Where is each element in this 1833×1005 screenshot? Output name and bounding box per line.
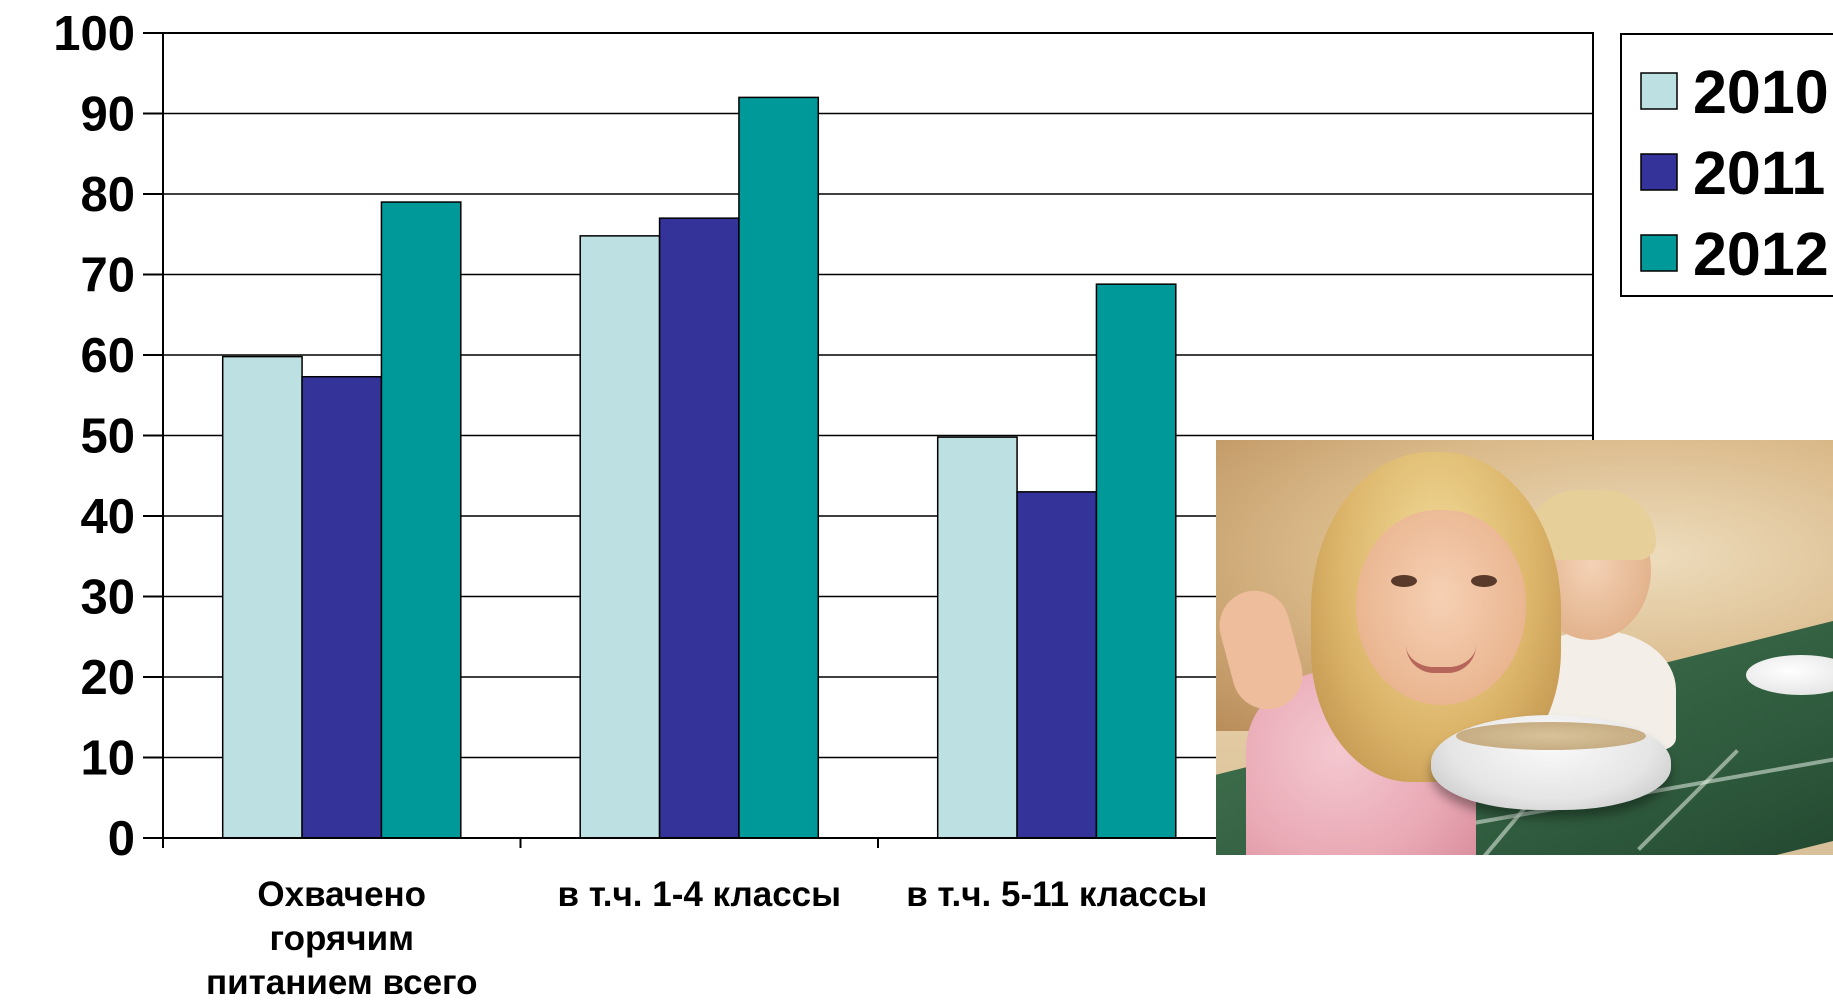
- category-label: в т.ч. 1-4 классы: [557, 875, 841, 914]
- category-label: горячим: [269, 919, 414, 958]
- category-label: Охвачено: [257, 875, 426, 914]
- bar-2011: [301, 375, 383, 839]
- category-label: питанием всего: [206, 963, 478, 1002]
- photo-bowl-back: [1746, 655, 1833, 695]
- y-tick-label: 90: [80, 88, 135, 142]
- y-tick-label: 0: [108, 812, 135, 866]
- legend-label-2010: 2010: [1693, 58, 1829, 126]
- legend-swatch-2011: [1640, 153, 1678, 191]
- legend-swatch-2012: [1640, 234, 1678, 272]
- y-tick-label: 100: [53, 7, 135, 61]
- children-eating-photo: [1216, 440, 1833, 855]
- y-tick-label: 30: [80, 571, 135, 625]
- y-tick-label: 70: [80, 249, 135, 303]
- y-tick-label: 10: [80, 732, 135, 786]
- y-tick-label: 20: [80, 651, 135, 705]
- bar-2010: [221, 355, 303, 839]
- y-tick-label: 80: [80, 168, 135, 222]
- photo-girl-face: [1356, 510, 1526, 705]
- legend-label-2012: 2012: [1693, 220, 1829, 288]
- category-label: в т.ч. 5-11 классы: [906, 875, 1207, 914]
- bar-2012: [1095, 283, 1177, 839]
- bar-2010: [936, 436, 1018, 839]
- legend: 2010 2011 2012: [1620, 33, 1833, 297]
- y-tick-label: 60: [80, 329, 135, 383]
- bar-2011: [1016, 491, 1098, 839]
- bar-2012: [380, 201, 462, 839]
- bar-2011: [658, 217, 740, 839]
- bar-2010: [579, 235, 661, 839]
- photo-girl-mouth: [1406, 645, 1476, 673]
- photo-girl-eye: [1471, 575, 1497, 587]
- category-labels: Охвачено горячим питанием всего в т.ч. 1-4 …: [206, 875, 1207, 1002]
- photo-bowl-food: [1456, 722, 1646, 750]
- bar-2012: [738, 96, 820, 839]
- y-tick-label: 40: [80, 490, 135, 544]
- y-tick-label: 50: [80, 410, 135, 464]
- photo-girl-eye: [1391, 575, 1417, 587]
- legend-label-2011: 2011: [1693, 139, 1825, 207]
- y-tick-labels: 0 10 20 30 40 50 60 70 80 90 100: [53, 7, 135, 866]
- legend-swatch-2010: [1640, 72, 1678, 110]
